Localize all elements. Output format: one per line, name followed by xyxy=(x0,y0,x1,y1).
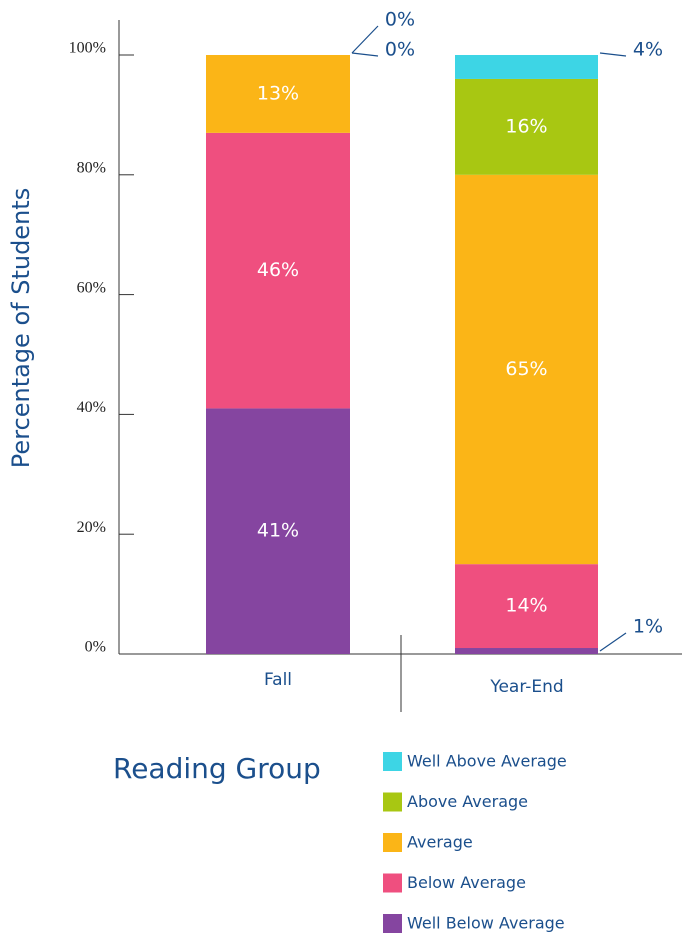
bar-segment xyxy=(455,564,598,649)
data-label: 65% xyxy=(505,358,547,380)
legend-label: Above Average xyxy=(407,792,528,811)
data-label: 13% xyxy=(257,82,299,104)
y-tick-label: 20% xyxy=(77,519,106,536)
data-label: 41% xyxy=(257,520,299,542)
data-label: 4% xyxy=(633,39,663,61)
x-tick-label: Year-End xyxy=(489,677,563,697)
legend-swatch xyxy=(383,914,402,933)
bar-segment xyxy=(455,55,598,79)
leader-line xyxy=(351,25,379,54)
y-axis-label: Percentage of Students xyxy=(7,188,35,468)
data-label: 14% xyxy=(505,595,547,617)
y-tick-label: 40% xyxy=(77,399,106,416)
data-label: 1% xyxy=(633,616,663,638)
bar-segment xyxy=(206,408,350,654)
legend-swatch xyxy=(383,792,402,812)
y-tick-label: 80% xyxy=(77,159,106,176)
y-tick-label: 60% xyxy=(77,279,106,296)
legend-label: Below Average xyxy=(407,873,526,892)
data-label: 0% xyxy=(385,39,415,61)
y-tick-label: 0% xyxy=(85,639,106,656)
legend-swatch xyxy=(383,752,402,771)
y-tick-label: 100% xyxy=(69,40,106,57)
bar-segment xyxy=(206,55,350,133)
bar-segment xyxy=(455,648,598,654)
bar-segment xyxy=(206,132,350,409)
data-label: 46% xyxy=(257,259,299,281)
leader-line xyxy=(351,52,379,57)
bar-segment xyxy=(455,174,598,565)
leader-line xyxy=(599,632,627,652)
legend-label: Well Below Average xyxy=(407,914,565,933)
leader-line xyxy=(599,52,627,57)
bar-segment xyxy=(455,78,598,175)
legend-swatch xyxy=(383,833,402,852)
data-label: 16% xyxy=(505,115,547,137)
legend-label: Well Above Average xyxy=(407,752,567,771)
legend-swatch xyxy=(383,873,402,893)
x-tick-label: Fall xyxy=(264,670,292,690)
legend-title: Reading Group xyxy=(113,752,321,785)
data-label: 0% xyxy=(385,9,415,31)
legend-label: Average xyxy=(407,833,473,852)
